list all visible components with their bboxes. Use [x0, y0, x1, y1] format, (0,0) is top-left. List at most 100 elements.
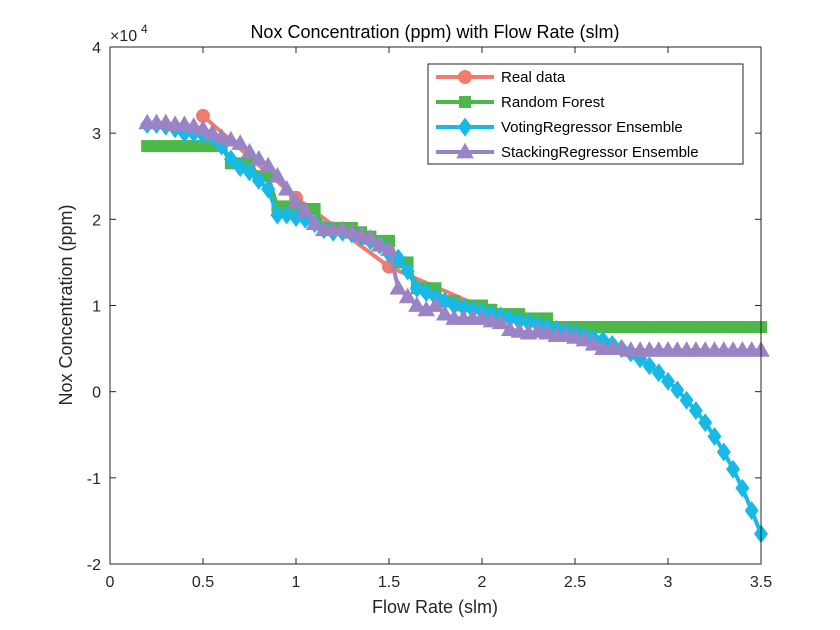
data-point — [308, 202, 321, 215]
data-point — [408, 296, 426, 312]
data-point — [203, 123, 222, 140]
data-point — [575, 330, 594, 347]
data-point — [512, 311, 527, 331]
data-point — [679, 390, 694, 410]
x-tick-label: 3 — [664, 574, 673, 591]
data-point — [296, 201, 315, 218]
legend: Real data Random Forest VotingRegressor En… — [427, 63, 744, 165]
legend-item: Random Forest — [436, 94, 605, 111]
y-tick-label: 2 — [92, 212, 101, 229]
data-point — [233, 158, 248, 178]
data-point — [717, 321, 730, 334]
data-point — [447, 296, 462, 315]
data-point — [491, 313, 510, 330]
data-point — [417, 300, 435, 317]
data-point — [270, 205, 285, 225]
data-point — [652, 321, 665, 334]
data-point — [159, 140, 172, 153]
legend-item: VotingRegressor Ensemble — [436, 117, 683, 137]
data-point — [662, 321, 674, 334]
data-point — [177, 123, 192, 143]
data-point — [688, 401, 703, 421]
data-point — [250, 149, 268, 166]
y-tick-label: 0 — [92, 385, 101, 402]
data-point — [251, 171, 266, 191]
x-tick-label: 2 — [478, 574, 487, 591]
data-point — [305, 214, 324, 231]
data-point — [634, 321, 647, 334]
data-point — [240, 142, 259, 159]
data-point — [736, 321, 749, 334]
data-point — [680, 321, 693, 334]
data-point — [643, 321, 656, 334]
data-point — [287, 192, 305, 209]
data-point — [726, 459, 741, 479]
data-point — [587, 321, 600, 334]
data-point — [352, 225, 370, 242]
data-point — [502, 308, 517, 328]
y-tick-label: 3 — [92, 126, 101, 143]
data-point — [370, 235, 389, 252]
data-point — [150, 140, 163, 153]
legend-swatch-marker — [456, 142, 474, 159]
data-point — [596, 321, 609, 334]
data-point — [642, 356, 657, 376]
data-point — [670, 380, 685, 400]
data-point — [436, 304, 454, 321]
data-point — [178, 140, 191, 153]
data-point — [242, 162, 257, 182]
y-tick-label: -2 — [87, 557, 101, 574]
data-point — [716, 442, 731, 462]
data-point — [223, 149, 238, 169]
data-point — [259, 156, 277, 173]
data-point — [708, 321, 721, 334]
data-point — [261, 179, 276, 199]
data-point — [426, 296, 445, 312]
series-layer — [138, 108, 770, 544]
data-point — [141, 140, 154, 153]
data-point — [584, 335, 603, 351]
data-point — [735, 478, 750, 498]
data-point — [197, 140, 209, 153]
data-point — [187, 140, 200, 153]
data-point — [400, 261, 415, 281]
data-point — [186, 123, 201, 143]
legend-label: VotingRegressor Ensemble — [501, 119, 683, 136]
legend-label: Random Forest — [501, 94, 605, 111]
data-point — [744, 501, 759, 521]
x-tick-label: 1 — [292, 574, 301, 591]
chart-title: Nox Concentration (ppm) with Flow Rate (… — [250, 22, 619, 42]
x-axis-label: Flow Rate (slm) — [372, 597, 498, 617]
y-tick-label: 4 — [92, 40, 101, 57]
y-tick-label: -1 — [87, 471, 101, 488]
data-point — [671, 321, 684, 334]
data-point — [268, 167, 287, 183]
x-tick-label: 0.5 — [192, 574, 214, 591]
y-exponent-power: 4 — [141, 22, 148, 36]
legend-swatch-marker — [459, 96, 471, 108]
legend-box — [427, 63, 744, 165]
x-tick-label: 1.5 — [378, 574, 400, 591]
series-stackingregressor-ensemble — [138, 113, 770, 357]
data-point — [277, 179, 296, 196]
data-point — [194, 119, 212, 136]
y-tick-label: 1 — [92, 299, 101, 316]
data-point — [651, 363, 666, 383]
legend-label: StackingRegressor Ensemble — [501, 144, 699, 161]
data-point — [727, 321, 740, 334]
data-point — [707, 427, 722, 446]
x-axis-ticks: 0 0.5 1 1.5 2 2.5 3 3.5 — [106, 47, 772, 591]
data-point — [521, 313, 536, 333]
y-exponent-base: ×10 — [110, 28, 137, 45]
data-point — [169, 140, 182, 153]
y-axis-ticks: -2 -1 0 1 2 3 4 — [87, 40, 761, 574]
data-point — [389, 279, 408, 295]
legend-item: StackingRegressor Ensemble — [436, 142, 699, 161]
y-axis-label: Nox Concentration (ppm) — [56, 204, 76, 405]
data-point — [196, 108, 210, 123]
data-point — [689, 321, 702, 334]
data-point — [398, 287, 417, 304]
data-point — [361, 229, 380, 245]
x-tick-label: 0 — [106, 574, 115, 591]
